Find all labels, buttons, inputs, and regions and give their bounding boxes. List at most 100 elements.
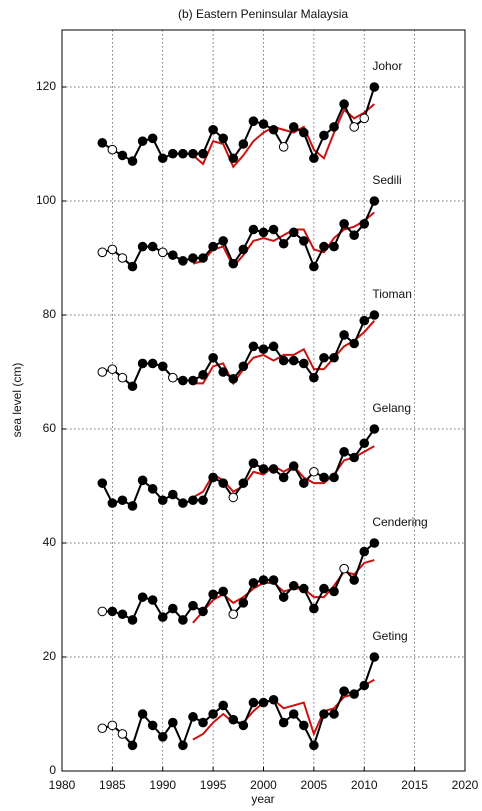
marker <box>329 709 339 719</box>
station-label: Gelang <box>372 401 411 415</box>
marker <box>198 253 208 263</box>
marker <box>97 478 108 488</box>
marker <box>369 538 380 548</box>
marker <box>299 583 309 594</box>
marker <box>288 709 299 719</box>
marker <box>349 338 359 349</box>
marker <box>218 586 228 597</box>
observed-line <box>102 542 375 622</box>
marker <box>238 244 249 255</box>
marker <box>359 438 370 449</box>
hollow-marker <box>339 563 349 574</box>
hollow-marker <box>117 253 128 263</box>
marker <box>178 375 188 386</box>
marker <box>137 592 148 602</box>
plot-area <box>97 82 380 751</box>
hollow-marker <box>228 492 239 503</box>
marker <box>369 196 380 206</box>
marker <box>228 258 239 269</box>
marker <box>157 153 168 164</box>
marker <box>157 495 168 506</box>
marker <box>97 138 108 148</box>
marker <box>258 344 269 355</box>
marker <box>319 472 329 483</box>
marker <box>248 341 259 352</box>
marker <box>288 355 299 366</box>
marker <box>147 358 158 369</box>
marker <box>329 586 339 597</box>
station-label: Tioman <box>372 287 412 301</box>
marker <box>299 478 309 488</box>
marker <box>168 603 178 614</box>
marker <box>319 130 329 141</box>
marker <box>168 717 178 728</box>
marker <box>127 381 138 392</box>
marker <box>198 606 208 617</box>
marker <box>178 148 188 159</box>
marker <box>319 583 329 594</box>
x-tick-label: 2010 <box>351 778 378 792</box>
marker <box>208 589 218 600</box>
marker <box>218 478 228 488</box>
observed-line <box>101 86 376 163</box>
marker <box>208 352 218 363</box>
marker <box>107 498 118 508</box>
marker <box>168 489 178 500</box>
marker <box>309 261 319 272</box>
marker <box>218 367 228 377</box>
marker <box>127 261 138 272</box>
marker <box>278 717 289 728</box>
marker <box>188 712 198 722</box>
marker <box>288 461 299 471</box>
plot-frame <box>61 29 466 772</box>
marker <box>329 241 339 252</box>
marker <box>208 124 218 135</box>
marker <box>319 352 329 363</box>
marker <box>137 475 148 486</box>
hollow-marker <box>97 723 108 734</box>
hollow-marker <box>278 142 289 152</box>
station-label: Cendering <box>372 515 427 529</box>
x-tick-label: 2005 <box>301 778 328 792</box>
marker <box>157 612 168 622</box>
y-tick-label: 0 <box>49 763 56 777</box>
marker <box>147 720 158 731</box>
hollow-marker <box>97 247 108 258</box>
marker <box>127 501 138 511</box>
station-label: Geting <box>372 629 407 643</box>
hollow-marker <box>117 729 128 739</box>
marker <box>178 615 188 625</box>
marker <box>268 224 279 235</box>
x-tick-label: 2000 <box>250 778 277 792</box>
marker <box>168 148 178 159</box>
hollow-marker <box>309 466 319 477</box>
marker <box>309 153 319 164</box>
hollow-marker <box>349 122 359 132</box>
marker <box>258 697 269 708</box>
marker <box>369 424 380 434</box>
marker <box>248 697 259 708</box>
model-line <box>192 678 375 741</box>
marker <box>168 250 178 260</box>
marker <box>339 447 349 457</box>
marker <box>228 714 239 725</box>
y-tick-label: 60 <box>43 421 57 435</box>
marker <box>147 133 158 144</box>
marker <box>198 495 208 506</box>
marker <box>248 578 259 588</box>
hollow-marker <box>107 144 118 155</box>
marker <box>329 122 339 132</box>
marker <box>278 472 289 483</box>
hollow-marker <box>157 247 168 258</box>
marker <box>157 361 168 372</box>
marker <box>178 740 188 751</box>
marker <box>359 546 370 557</box>
marker <box>198 370 208 380</box>
hollow-marker <box>97 606 108 617</box>
marker <box>268 124 279 135</box>
marker <box>299 358 309 369</box>
marker <box>137 136 148 146</box>
marker <box>188 148 198 159</box>
marker <box>288 122 299 132</box>
